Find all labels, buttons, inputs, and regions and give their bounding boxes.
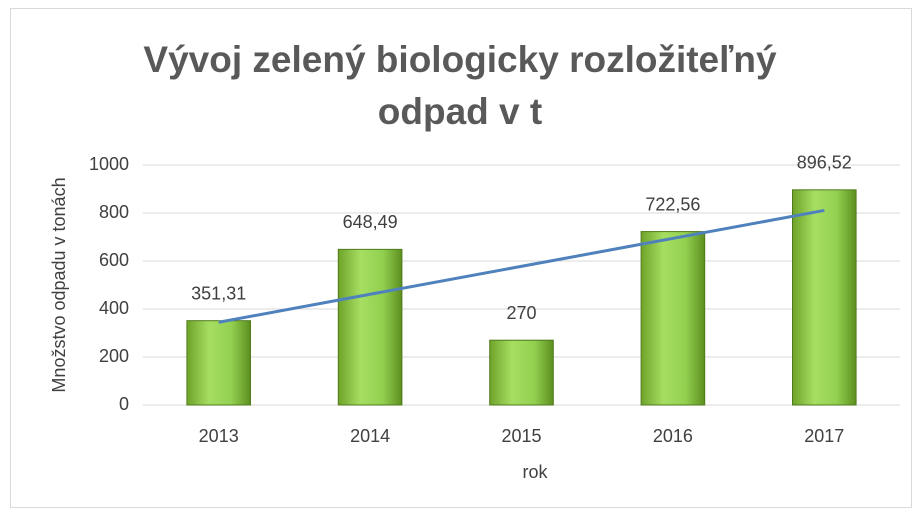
- x-axis-label: rok: [522, 462, 548, 482]
- x-tick-label: 2013: [199, 426, 239, 446]
- bar: [489, 339, 554, 406]
- data-label: 270: [506, 303, 536, 323]
- y-tick-label: 400: [99, 298, 129, 318]
- chart-border: [10, 8, 912, 508]
- y-axis-label: Množstvo odpadu v tonách: [49, 177, 69, 392]
- x-tick-label: 2017: [804, 426, 844, 446]
- x-tick-label: 2014: [350, 426, 390, 446]
- data-label: 722,56: [645, 194, 700, 214]
- x-tick-label: 2016: [653, 426, 693, 446]
- y-tick-label: 1000: [89, 154, 129, 174]
- bar: [186, 320, 251, 406]
- y-tick-label: 0: [119, 394, 129, 414]
- data-label: 351,31: [191, 283, 246, 303]
- chart-title: Vývoj zelený biologicky rozložiteľný odp…: [143, 39, 777, 132]
- trendline: [218, 208, 825, 324]
- y-tick-label: 600: [99, 250, 129, 270]
- bar: [337, 248, 403, 406]
- bar: [792, 189, 857, 406]
- y-tick-label: 800: [99, 202, 129, 222]
- y-tick-label: 200: [99, 346, 129, 366]
- bar: [640, 231, 706, 406]
- x-tick-label: 2015: [501, 426, 541, 446]
- data-label: 896,52: [797, 153, 852, 173]
- data-label: 648,49: [343, 212, 398, 232]
